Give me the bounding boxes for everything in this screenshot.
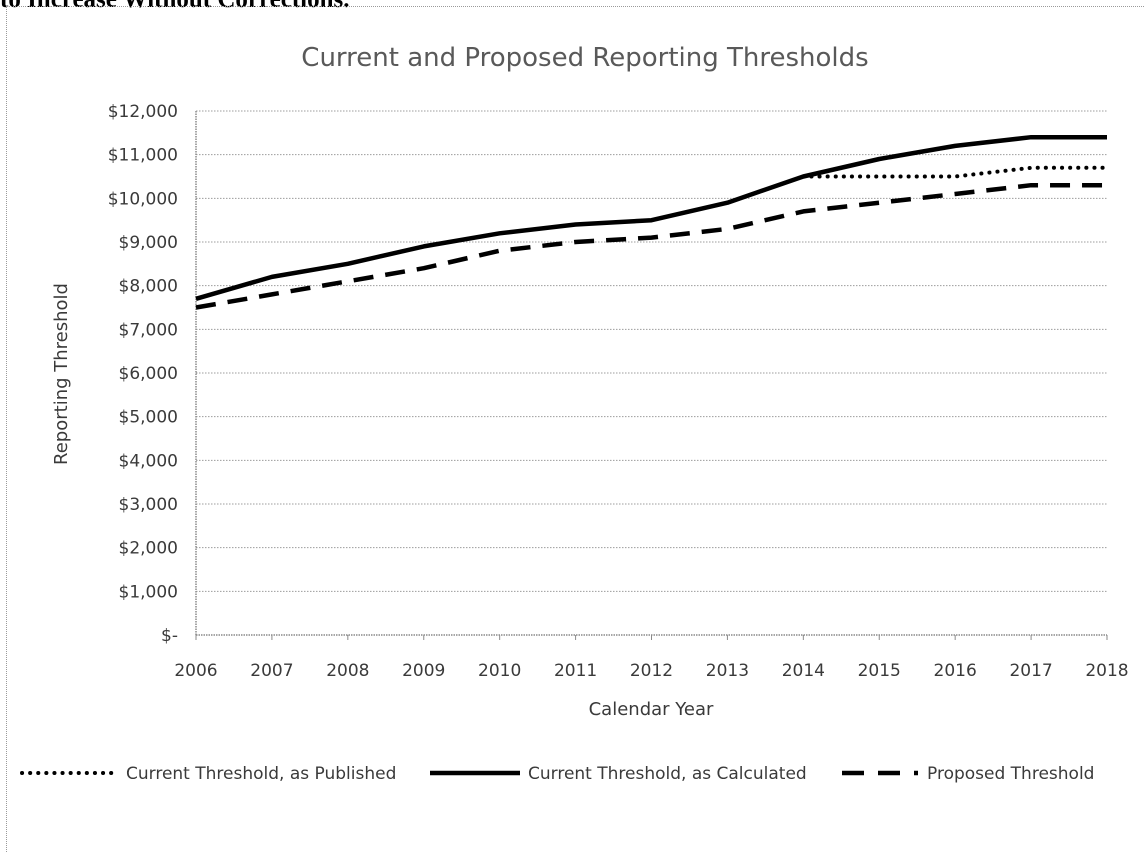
chart-frame bbox=[6, 6, 1144, 852]
x-axis: 2006 2007 2008 2009 2010 2011 2012 2013 2014 2015… bbox=[174, 634, 1129, 681]
x-tick-label: 2009 bbox=[402, 661, 445, 681]
x-tick-label: 2018 bbox=[1085, 661, 1128, 681]
legend-label: Proposed Threshold bbox=[927, 764, 1094, 784]
y-tick-label: $6,000 bbox=[119, 364, 178, 384]
x-tick-label: 2015 bbox=[858, 661, 901, 681]
y-axis: $- $1,000 $2,000 $3,000 $4,000 $5,000 $6,000 $7… bbox=[108, 102, 197, 646]
gridlines bbox=[196, 110, 1107, 592]
x-tick-label: 2011 bbox=[554, 661, 597, 681]
y-tick-label: $- bbox=[161, 626, 178, 646]
x-axis-label: Calendar Year bbox=[589, 699, 714, 720]
y-tick-label: $8,000 bbox=[119, 277, 178, 297]
y-tick-label: $10,000 bbox=[108, 189, 178, 209]
x-tick-label: 2013 bbox=[706, 661, 749, 681]
series-line-dotted bbox=[801, 165, 1109, 179]
y-tick-label: $9,000 bbox=[119, 233, 178, 253]
series-lines bbox=[195, 134, 1109, 310]
y-tick-label: $4,000 bbox=[119, 451, 178, 471]
y-tick-label: $7,000 bbox=[119, 320, 178, 340]
y-tick-label: $2,000 bbox=[119, 539, 178, 559]
x-tick-label: 2016 bbox=[934, 661, 977, 681]
x-tick-label: 2006 bbox=[174, 661, 217, 681]
series-line-solid bbox=[195, 134, 1107, 301]
y-tick-label: $11,000 bbox=[108, 146, 178, 166]
x-tick-label: 2008 bbox=[326, 661, 369, 681]
legend: Current Threshold, as Published Current T… bbox=[20, 764, 1094, 784]
legend-label: Current Threshold, as Calculated bbox=[528, 764, 807, 784]
y-tick-label: $5,000 bbox=[119, 408, 178, 428]
y-axis-label: Reporting Threshold bbox=[51, 283, 72, 465]
x-tick-label: 2014 bbox=[782, 661, 825, 681]
x-tick-label: 2010 bbox=[478, 661, 521, 681]
y-tick-label: $3,000 bbox=[119, 495, 178, 515]
x-tick-label: 2017 bbox=[1009, 661, 1052, 681]
y-tick-label: $1,000 bbox=[119, 582, 178, 602]
legend-label: Current Threshold, as Published bbox=[126, 764, 396, 784]
series-line-dashed bbox=[195, 182, 1107, 310]
chart-title: Current and Proposed Reporting Threshold… bbox=[301, 43, 868, 73]
y-tick-label: $12,000 bbox=[108, 102, 178, 122]
x-tick-label: 2012 bbox=[630, 661, 673, 681]
x-tick-label: 2007 bbox=[250, 661, 293, 681]
